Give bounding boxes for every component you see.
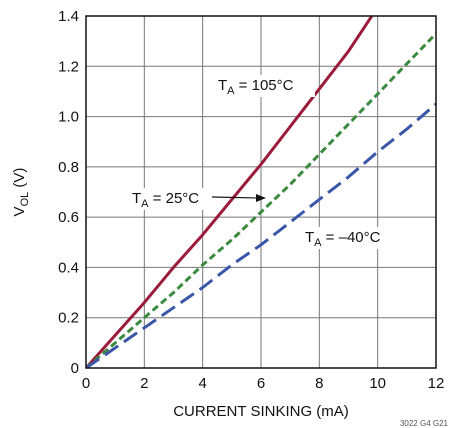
y-axis-label-subscript: OL [19, 192, 31, 207]
label-25c-background [129, 188, 209, 210]
series-label-25c-arrowhead [256, 194, 266, 202]
x-tick-label: 0 [82, 375, 90, 392]
curve-25c [86, 32, 436, 368]
y-axis-label-main: V [11, 206, 28, 216]
series-label-105c: TA = 105°C [218, 77, 294, 97]
y-tick-label: 0.8 [58, 159, 79, 176]
y-tick-label: 0.2 [58, 310, 79, 327]
y-tick-label: 0 [71, 360, 79, 377]
y-axis-label-unit-text: (V) [11, 168, 28, 188]
y-tick-label: 1.4 [58, 8, 79, 25]
series-label-minus40c: TA = –40°C [305, 229, 381, 249]
y-axis-label: VOL (V) [11, 168, 31, 217]
x-tick-label: 6 [257, 375, 265, 392]
label-minus40c-background [302, 227, 388, 249]
x-tick-label: 2 [140, 375, 148, 392]
x-tick-label: 8 [315, 375, 323, 392]
y-tick-label: 1.0 [58, 109, 79, 126]
curves [86, 16, 436, 368]
figure-code: 3022 G4 G21 [400, 419, 449, 428]
series-label-minus40c-rest: = –40°C [322, 229, 381, 246]
curve-minus40c [86, 102, 436, 368]
x-tick-label: 12 [428, 375, 445, 392]
series-label-25c-rest: = 25°C [149, 190, 200, 207]
y-tick-label: 1.2 [58, 58, 79, 75]
x-tick-label: 4 [198, 375, 206, 392]
series-label-105c-rest: = 105°C [235, 77, 294, 94]
series-label-25c-main: T [132, 190, 141, 207]
series-label-minus40c-subscript: A [314, 237, 322, 249]
plot-frame [85, 15, 437, 369]
series-label-minus40c-main: T [305, 229, 314, 246]
x-axis-label: CURRENT SINKING (mA) [173, 403, 349, 420]
y-tick-label: 0.6 [58, 209, 79, 226]
x-tick-labels: 0 2 4 6 8 10 12 [82, 375, 445, 392]
x-tick-label: 10 [369, 375, 386, 392]
curve-105c [86, 16, 374, 368]
y-tick-labels: 0 0.2 0.4 0.6 0.8 1.0 1.2 1.4 [58, 8, 79, 377]
series-label-105c-subscript: A [227, 85, 235, 97]
label-105c-background [215, 75, 315, 97]
y-tick-label: 0.4 [58, 259, 79, 276]
series-label-25c-subscript: A [141, 198, 149, 210]
series-label-25c: TA = 25°C [132, 190, 199, 210]
series-label-25c-arrow [211, 196, 259, 199]
series-label-105c-main: T [218, 77, 227, 94]
